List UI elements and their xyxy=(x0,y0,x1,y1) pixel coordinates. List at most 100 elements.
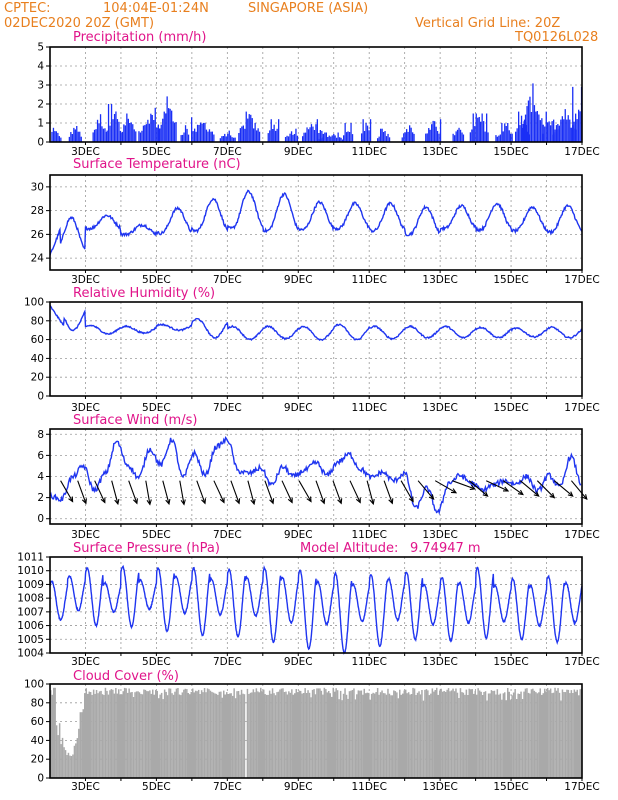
cloud-bar xyxy=(190,691,192,778)
cloud-bar xyxy=(382,693,385,778)
precipitation-bar xyxy=(436,131,439,142)
precipitation-bar xyxy=(425,133,427,142)
precipitation-bar xyxy=(502,131,504,142)
cloud-bar xyxy=(459,688,462,778)
wind-panel: 0 2 4 6 8 3DEC 5DEC 7DEC 9DEC 11DEC 13DEC 15DEC 17DE… xyxy=(37,428,600,541)
precipitation-bar xyxy=(192,131,194,142)
precipitation-bar xyxy=(362,119,364,142)
cloud-bar xyxy=(505,700,507,778)
cloud-bar xyxy=(122,691,124,778)
cloud-bar xyxy=(421,690,423,778)
precipitation-bar xyxy=(210,131,212,142)
cloud-bar xyxy=(456,692,459,778)
precipitation-bar xyxy=(207,131,209,142)
cloud-bar xyxy=(360,690,363,778)
precipitation-bar xyxy=(324,132,326,142)
precipitation-bar xyxy=(570,127,572,142)
precipitation-bar xyxy=(256,130,258,142)
cloud-bar xyxy=(564,692,567,778)
precipitation-bar xyxy=(382,132,385,142)
cloud-bar xyxy=(542,693,544,778)
cloud-bar xyxy=(299,690,302,778)
precipitation-bar xyxy=(132,124,134,142)
cloud-bar xyxy=(119,694,121,778)
precipitation-ytick-label: 1 xyxy=(37,118,44,130)
cloud-bar xyxy=(418,691,420,778)
precipitation-bar xyxy=(60,137,62,142)
cloud-bar xyxy=(184,688,187,778)
precipitation-bar xyxy=(401,137,403,142)
wind-arrow xyxy=(196,480,206,504)
cloud-bar xyxy=(156,690,158,778)
cloud-bar xyxy=(230,693,232,778)
temperature-series-line xyxy=(49,189,583,256)
cloud-bar xyxy=(277,691,280,778)
wind-frame xyxy=(49,428,583,525)
precipitation-bar xyxy=(202,122,205,142)
precipitation-bar xyxy=(310,124,313,142)
cloud-bar xyxy=(197,689,200,778)
precipitation-bar xyxy=(195,131,197,142)
wind-arrow xyxy=(366,480,374,505)
cloud-bar xyxy=(390,695,392,778)
precipitation-bar xyxy=(551,121,553,142)
precipitation-bar xyxy=(104,128,106,142)
cloud-bar xyxy=(511,695,513,778)
precipitation-bar xyxy=(576,119,578,142)
cloud-bar xyxy=(174,691,176,778)
cloud-bar xyxy=(552,692,555,778)
pressure-title: Surface Pressure (hPa) xyxy=(73,541,220,556)
precipitation-bar xyxy=(312,126,314,142)
cloud-xtick-label: 13DEC xyxy=(422,781,457,793)
cloud-bar xyxy=(446,689,448,778)
cloud-bar xyxy=(220,691,222,778)
cloud-bar xyxy=(475,694,478,778)
precipitation-bar xyxy=(187,134,190,142)
precipitation-bar xyxy=(231,137,233,142)
precipitation-bar xyxy=(290,131,293,142)
wind-arrow-head xyxy=(219,497,225,504)
precipitation-bar xyxy=(477,117,479,142)
precipitation-bar xyxy=(333,134,335,142)
precipitation-title: Precipitation (mm/h) xyxy=(73,30,206,45)
cloud-bar xyxy=(146,691,148,778)
cloud-bar xyxy=(252,689,255,778)
header-location: SINGAPORE (ASIA) xyxy=(248,1,368,16)
cloud-bar xyxy=(116,693,119,778)
precipitation-bar xyxy=(526,106,528,142)
precipitation-bar xyxy=(365,122,367,142)
temperature-xtick-label: 5DEC xyxy=(142,274,171,286)
cloud-bar xyxy=(89,692,92,778)
cloud-bar xyxy=(208,689,210,778)
cloud-bar xyxy=(115,688,117,778)
cloud-bar xyxy=(172,694,175,778)
precipitation-bar xyxy=(168,108,170,142)
cloud-bar xyxy=(69,755,71,778)
precipitation-bar xyxy=(337,132,339,142)
cloud-bar xyxy=(100,690,102,778)
cloud-bar xyxy=(67,752,70,778)
cloud-bars xyxy=(50,687,583,778)
cloud-bar xyxy=(331,696,333,778)
header: CPTEC: 104:04E-01:24N SINGAPORE (ASIA) 0… xyxy=(4,1,598,45)
cloud-bar xyxy=(177,688,179,778)
cloud-bar xyxy=(512,692,515,778)
cloud-bar xyxy=(168,688,170,778)
cloud-bar xyxy=(209,690,212,778)
cloud-bar xyxy=(520,691,522,778)
precipitation-xtick-label: 7DEC xyxy=(213,146,242,158)
precipitation-bar xyxy=(222,136,224,142)
cloud-bar xyxy=(171,693,173,778)
cloud-bar xyxy=(203,688,206,778)
cloud-xtick-label: 5DEC xyxy=(142,781,171,793)
cloud-bar xyxy=(118,689,120,778)
precipitation-bar xyxy=(306,127,308,142)
cloud-bar xyxy=(452,688,454,778)
cloud-bar xyxy=(378,694,380,778)
precipitation-bar xyxy=(253,128,255,142)
cloud-bar xyxy=(137,691,139,778)
precipitation-bar xyxy=(539,120,541,142)
precipitation-bar xyxy=(428,128,430,142)
cloud-bar xyxy=(319,688,321,778)
cloud-bar xyxy=(110,689,113,778)
